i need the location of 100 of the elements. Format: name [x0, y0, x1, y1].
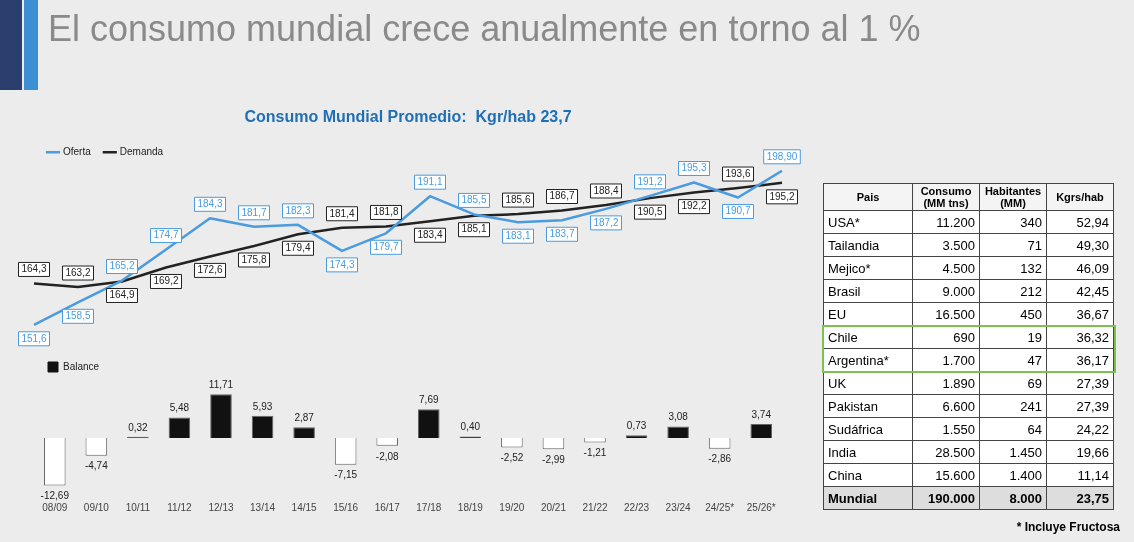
category-label: India — [828, 444, 857, 460]
text: 69 — [1027, 375, 1042, 391]
data-label: 179,7 — [373, 241, 399, 253]
x-tick-label: 23/24 — [665, 501, 692, 513]
data-label: 183,1 — [505, 229, 531, 241]
category-label: Argentina* — [828, 352, 889, 368]
category-label: Mejico* — [828, 260, 871, 276]
text: 28.500 — [935, 444, 975, 460]
data-label: 5,48 — [169, 402, 190, 414]
data-label: 165,2 — [109, 260, 135, 272]
data-label: -2,08 — [375, 450, 400, 462]
data-label: 181,4 — [329, 207, 355, 219]
data-label: 164,3 — [21, 263, 47, 275]
data-label: -4,74 — [84, 460, 109, 472]
data-label: 174,7 — [153, 229, 179, 241]
chart-subtitle: Consumo Mundial Promedio: Kgr/hab 23,7 — [244, 108, 572, 126]
data-label: 193,6 — [725, 167, 751, 179]
data-label: 198,90 — [766, 150, 798, 162]
data-label: 3,74 — [751, 408, 772, 420]
data-label: 11,71 — [208, 379, 234, 391]
text: 36,67 — [1076, 306, 1109, 322]
text: 1.700 — [942, 352, 975, 368]
x-tick-label: 19/20 — [499, 501, 525, 513]
data-label: -1,21 — [583, 447, 607, 459]
data-label: 183,4 — [417, 229, 443, 240]
legend-label: Demanda — [119, 145, 164, 157]
x-tick-label: 08/09 — [42, 501, 68, 513]
data-label: 0,73 — [626, 420, 647, 432]
data-label: -7,15 — [334, 469, 358, 481]
category-label: China — [828, 467, 862, 483]
text: 9.000 — [942, 283, 975, 299]
data-label: 195,3 — [681, 162, 707, 174]
legend-label: Oferta — [63, 145, 92, 157]
text: 16.500 — [935, 306, 975, 322]
x-tick-label: 09/10 — [83, 501, 110, 513]
x-tick-label: 20/21 — [540, 501, 567, 513]
x-tick-label: 10/11 — [125, 501, 151, 513]
text: 46,09 — [1076, 260, 1109, 276]
x-tick-label: 17/18 — [416, 501, 442, 513]
category-label: Kgrs/hab — [1046, 183, 1114, 211]
data-label: 151,6 — [21, 332, 47, 344]
text: 49,30 — [1076, 237, 1109, 253]
text: 340 — [1020, 214, 1042, 230]
x-tick-label: 25/26* — [746, 501, 776, 513]
text: 23,75 — [1076, 490, 1109, 506]
text: 19 — [1027, 329, 1042, 345]
category-label: Tailandia — [828, 237, 880, 253]
data-label: 191,1 — [417, 175, 443, 187]
text: 212 — [1020, 283, 1042, 299]
x-tick-label: 11/12 — [167, 501, 193, 513]
category-label: Sudáfrica — [828, 421, 883, 437]
data-label: 188,4 — [593, 184, 619, 196]
text: 241 — [1020, 398, 1042, 414]
data-label: 195,2 — [769, 190, 795, 202]
text: 190.000 — [928, 490, 975, 506]
text: 36,32 — [1076, 329, 1109, 345]
data-label: 185,1 — [461, 223, 487, 235]
text: 11,14 — [1077, 467, 1109, 483]
data-label: 181,7 — [241, 206, 267, 218]
text: 64 — [1027, 421, 1042, 437]
text: 47 — [1027, 352, 1042, 368]
text: 1.550 — [942, 421, 975, 437]
text: 19,66 — [1076, 444, 1109, 460]
x-tick-label: 16/17 — [374, 501, 401, 513]
x-tick-label: 18/19 — [457, 501, 484, 513]
text: Pais — [823, 183, 913, 211]
category-label: Chile — [828, 329, 858, 345]
data-label: 175,8 — [241, 253, 267, 265]
text: 36,17 — [1076, 352, 1109, 368]
text: 52,94 — [1076, 214, 1109, 230]
x-tick-label: 12/13 — [208, 501, 234, 513]
data-label: 163,2 — [65, 266, 91, 278]
data-label: 190,5 — [637, 205, 663, 217]
x-tick-label: 22/23 — [624, 501, 650, 513]
data-label: 190,7 — [725, 205, 751, 217]
data-label: 7,69 — [419, 394, 439, 406]
data-label: -2,86 — [708, 453, 732, 465]
category-label: Habitantes (MM) — [979, 183, 1047, 211]
data-label: 191,2 — [637, 175, 663, 187]
text: 4.500 — [942, 260, 975, 276]
text: 1.400 — [1009, 467, 1042, 483]
data-label: 2,87 — [294, 412, 315, 424]
data-label: 186,7 — [549, 190, 575, 202]
x-tick-label: 14/15 — [291, 501, 318, 513]
category-label: UK — [828, 375, 847, 391]
data-label: 181,8 — [373, 206, 399, 218]
data-label: 174,3 — [329, 258, 355, 270]
data-label: 182,3 — [285, 204, 311, 216]
chart-title: El consumo mundial crece anualmente en torno al 1 % — [48, 8, 921, 50]
data-label: -2,99 — [542, 453, 566, 465]
data-label: 192,2 — [681, 200, 707, 212]
text: 3.500 — [942, 237, 975, 253]
text: 42,45 — [1076, 283, 1109, 299]
category-label: Brasil — [828, 283, 861, 299]
x-tick-label: 24/25* — [705, 501, 735, 513]
data-label: -12,69 — [40, 490, 70, 502]
text: 690 — [953, 329, 975, 345]
data-label: 183,7 — [549, 228, 575, 240]
data-label: 0,40 — [460, 421, 481, 433]
category-label: USA* — [828, 214, 860, 230]
